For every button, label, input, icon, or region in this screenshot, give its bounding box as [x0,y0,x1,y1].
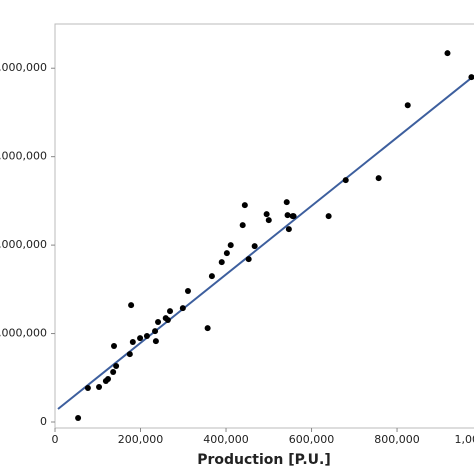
point [285,226,292,233]
y-tick-label: 1,000,000 [0,327,47,340]
point [179,305,186,312]
x-axis-title: Production [P.U.] [197,452,331,468]
point [404,102,411,109]
x-tick-label: 800,000 [374,433,420,446]
point [251,243,258,250]
point [444,50,451,57]
point [105,376,112,383]
point [113,363,120,370]
point [239,222,246,229]
point [223,250,230,257]
point [325,213,332,220]
point [111,343,118,350]
point [155,319,162,326]
point [283,199,290,206]
point [143,333,150,340]
fit-line [57,75,474,410]
point [241,202,248,209]
point [263,211,270,218]
point [128,302,135,309]
point [167,308,174,315]
y-tick-label: 4,000,000 [0,61,47,74]
point [290,213,297,220]
point [227,242,234,249]
point [126,351,133,358]
point [208,273,215,280]
y-tick-label: 0 [40,415,47,428]
point [375,175,382,182]
x-tick-label: 200,000 [118,433,164,446]
point [129,339,136,346]
point [152,328,159,335]
point [75,415,82,422]
point [152,338,159,345]
plot-frame [54,23,474,429]
point [96,383,103,390]
y-tick-label: 3,000,000 [0,150,47,163]
point [245,256,252,263]
point [164,317,171,324]
point [468,74,474,81]
x-tick-label: 0 [52,433,59,446]
point [265,217,272,224]
x-tick-label: 600,000 [289,433,335,446]
point [84,385,91,392]
point [284,212,291,219]
point [218,259,225,266]
y-tick-label: 2,000,000 [0,238,47,251]
point [342,177,349,184]
point [204,325,211,332]
x-tick-label: 400,000 [203,433,249,446]
point [184,288,191,295]
x-tick-label: 1,000,000 [455,433,474,446]
point [137,335,144,342]
point [110,369,117,376]
